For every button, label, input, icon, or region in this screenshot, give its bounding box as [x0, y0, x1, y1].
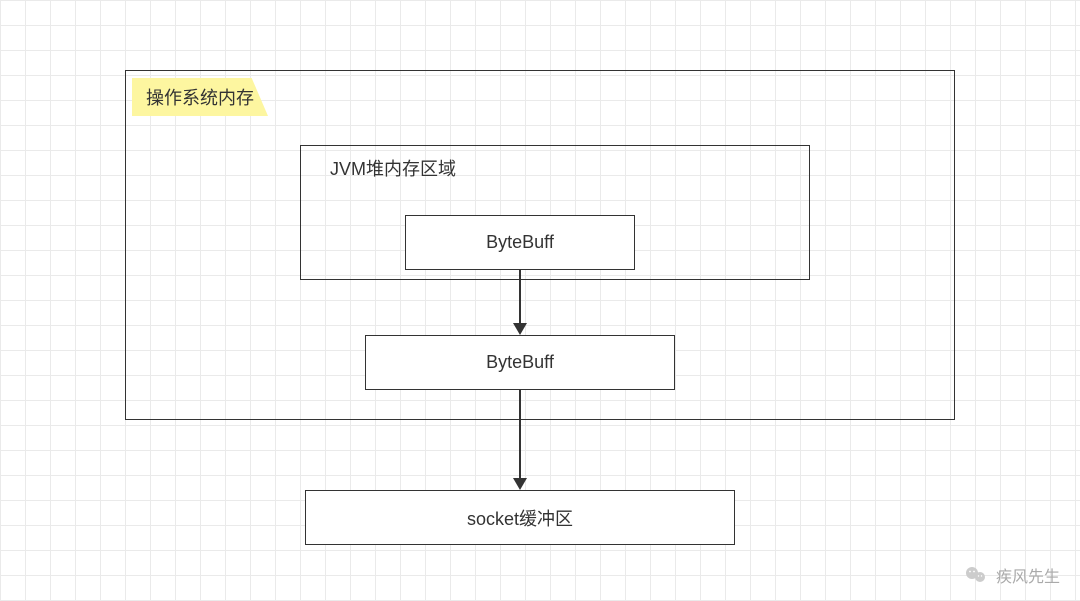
arrow-1-line	[519, 270, 521, 323]
wechat-icon	[964, 563, 988, 587]
watermark: 疾风先生	[964, 563, 1060, 587]
memory-flow-diagram: 操作系统内存 JVM堆内存区域 ByteBuff ByteBuff socket…	[0, 0, 1080, 601]
jvm-heap-label: JVM堆内存区域	[330, 155, 456, 181]
arrow-2-line	[519, 390, 521, 478]
socket-buffer-label: socket缓冲区	[467, 505, 573, 531]
socket-buffer-box: socket缓冲区	[305, 490, 735, 545]
arrow-1-head	[513, 323, 527, 335]
bytebuff-outer-box: ByteBuff	[365, 335, 675, 390]
bytebuff-inner-box: ByteBuff	[405, 215, 635, 270]
os-memory-label: 操作系统内存	[132, 78, 268, 116]
arrow-2-head	[513, 478, 527, 490]
bytebuff-inner-label: ByteBuff	[486, 232, 554, 253]
bytebuff-outer-label: ByteBuff	[486, 352, 554, 373]
watermark-text: 疾风先生	[996, 563, 1060, 587]
